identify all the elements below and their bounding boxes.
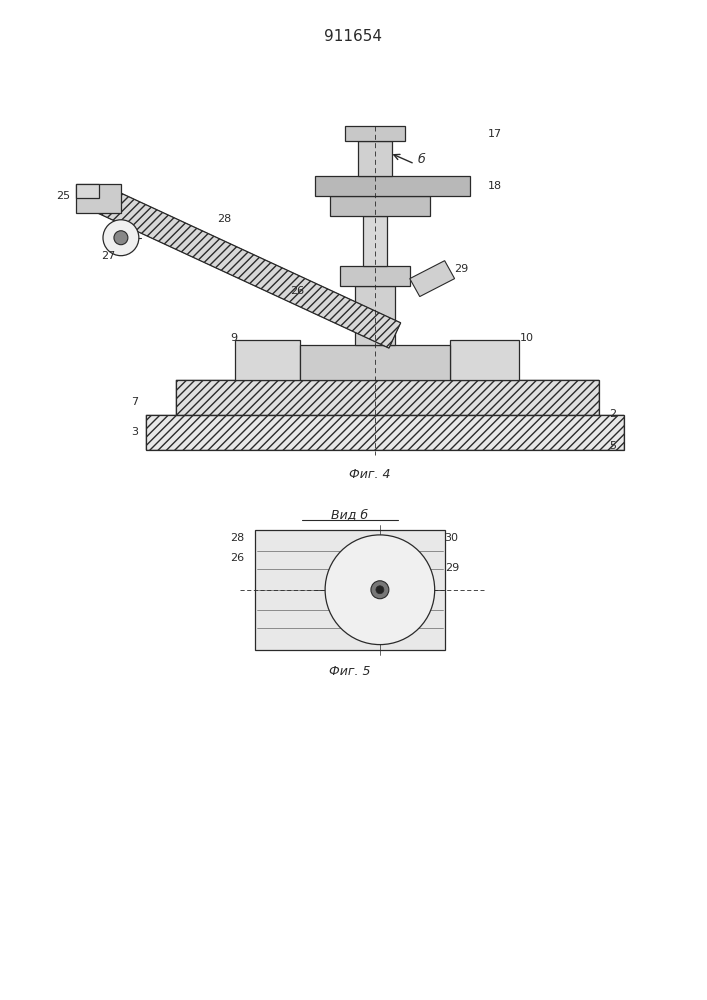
Text: 26: 26 xyxy=(230,553,245,563)
Text: 17: 17 xyxy=(487,129,501,139)
Text: 911654: 911654 xyxy=(324,29,382,44)
Circle shape xyxy=(376,586,384,594)
Text: б: б xyxy=(418,153,426,166)
Polygon shape xyxy=(345,126,405,141)
Circle shape xyxy=(325,535,435,645)
Polygon shape xyxy=(92,185,401,348)
Text: 28: 28 xyxy=(230,533,245,543)
Polygon shape xyxy=(363,216,387,266)
Polygon shape xyxy=(176,380,599,415)
Text: Фиг. 5: Фиг. 5 xyxy=(329,665,370,678)
Polygon shape xyxy=(146,415,624,450)
Text: 27: 27 xyxy=(101,251,115,261)
Polygon shape xyxy=(235,340,300,380)
Text: 29: 29 xyxy=(455,264,469,274)
Text: 29: 29 xyxy=(445,563,459,573)
Text: 2: 2 xyxy=(609,409,616,419)
Text: 26: 26 xyxy=(291,286,305,296)
Text: 9: 9 xyxy=(230,333,238,343)
Polygon shape xyxy=(358,141,392,176)
Text: 3: 3 xyxy=(131,427,138,437)
Polygon shape xyxy=(450,340,520,380)
Text: 7: 7 xyxy=(131,397,138,407)
Text: 18: 18 xyxy=(487,181,501,191)
Polygon shape xyxy=(355,286,395,345)
Text: Фиг. 4: Фиг. 4 xyxy=(349,468,391,481)
Circle shape xyxy=(371,581,389,599)
Text: 25: 25 xyxy=(56,191,70,201)
Text: 30: 30 xyxy=(445,533,459,543)
Polygon shape xyxy=(340,266,410,286)
Circle shape xyxy=(103,220,139,256)
Text: Вид б: Вид б xyxy=(332,508,368,521)
Text: 10: 10 xyxy=(520,333,533,343)
Text: 5: 5 xyxy=(609,441,616,451)
Polygon shape xyxy=(76,184,121,213)
Polygon shape xyxy=(410,261,455,297)
Circle shape xyxy=(114,231,128,245)
Text: 28: 28 xyxy=(218,214,232,224)
Polygon shape xyxy=(315,176,469,196)
Polygon shape xyxy=(330,196,430,216)
Polygon shape xyxy=(76,184,99,198)
Polygon shape xyxy=(255,530,445,650)
Polygon shape xyxy=(300,345,450,380)
